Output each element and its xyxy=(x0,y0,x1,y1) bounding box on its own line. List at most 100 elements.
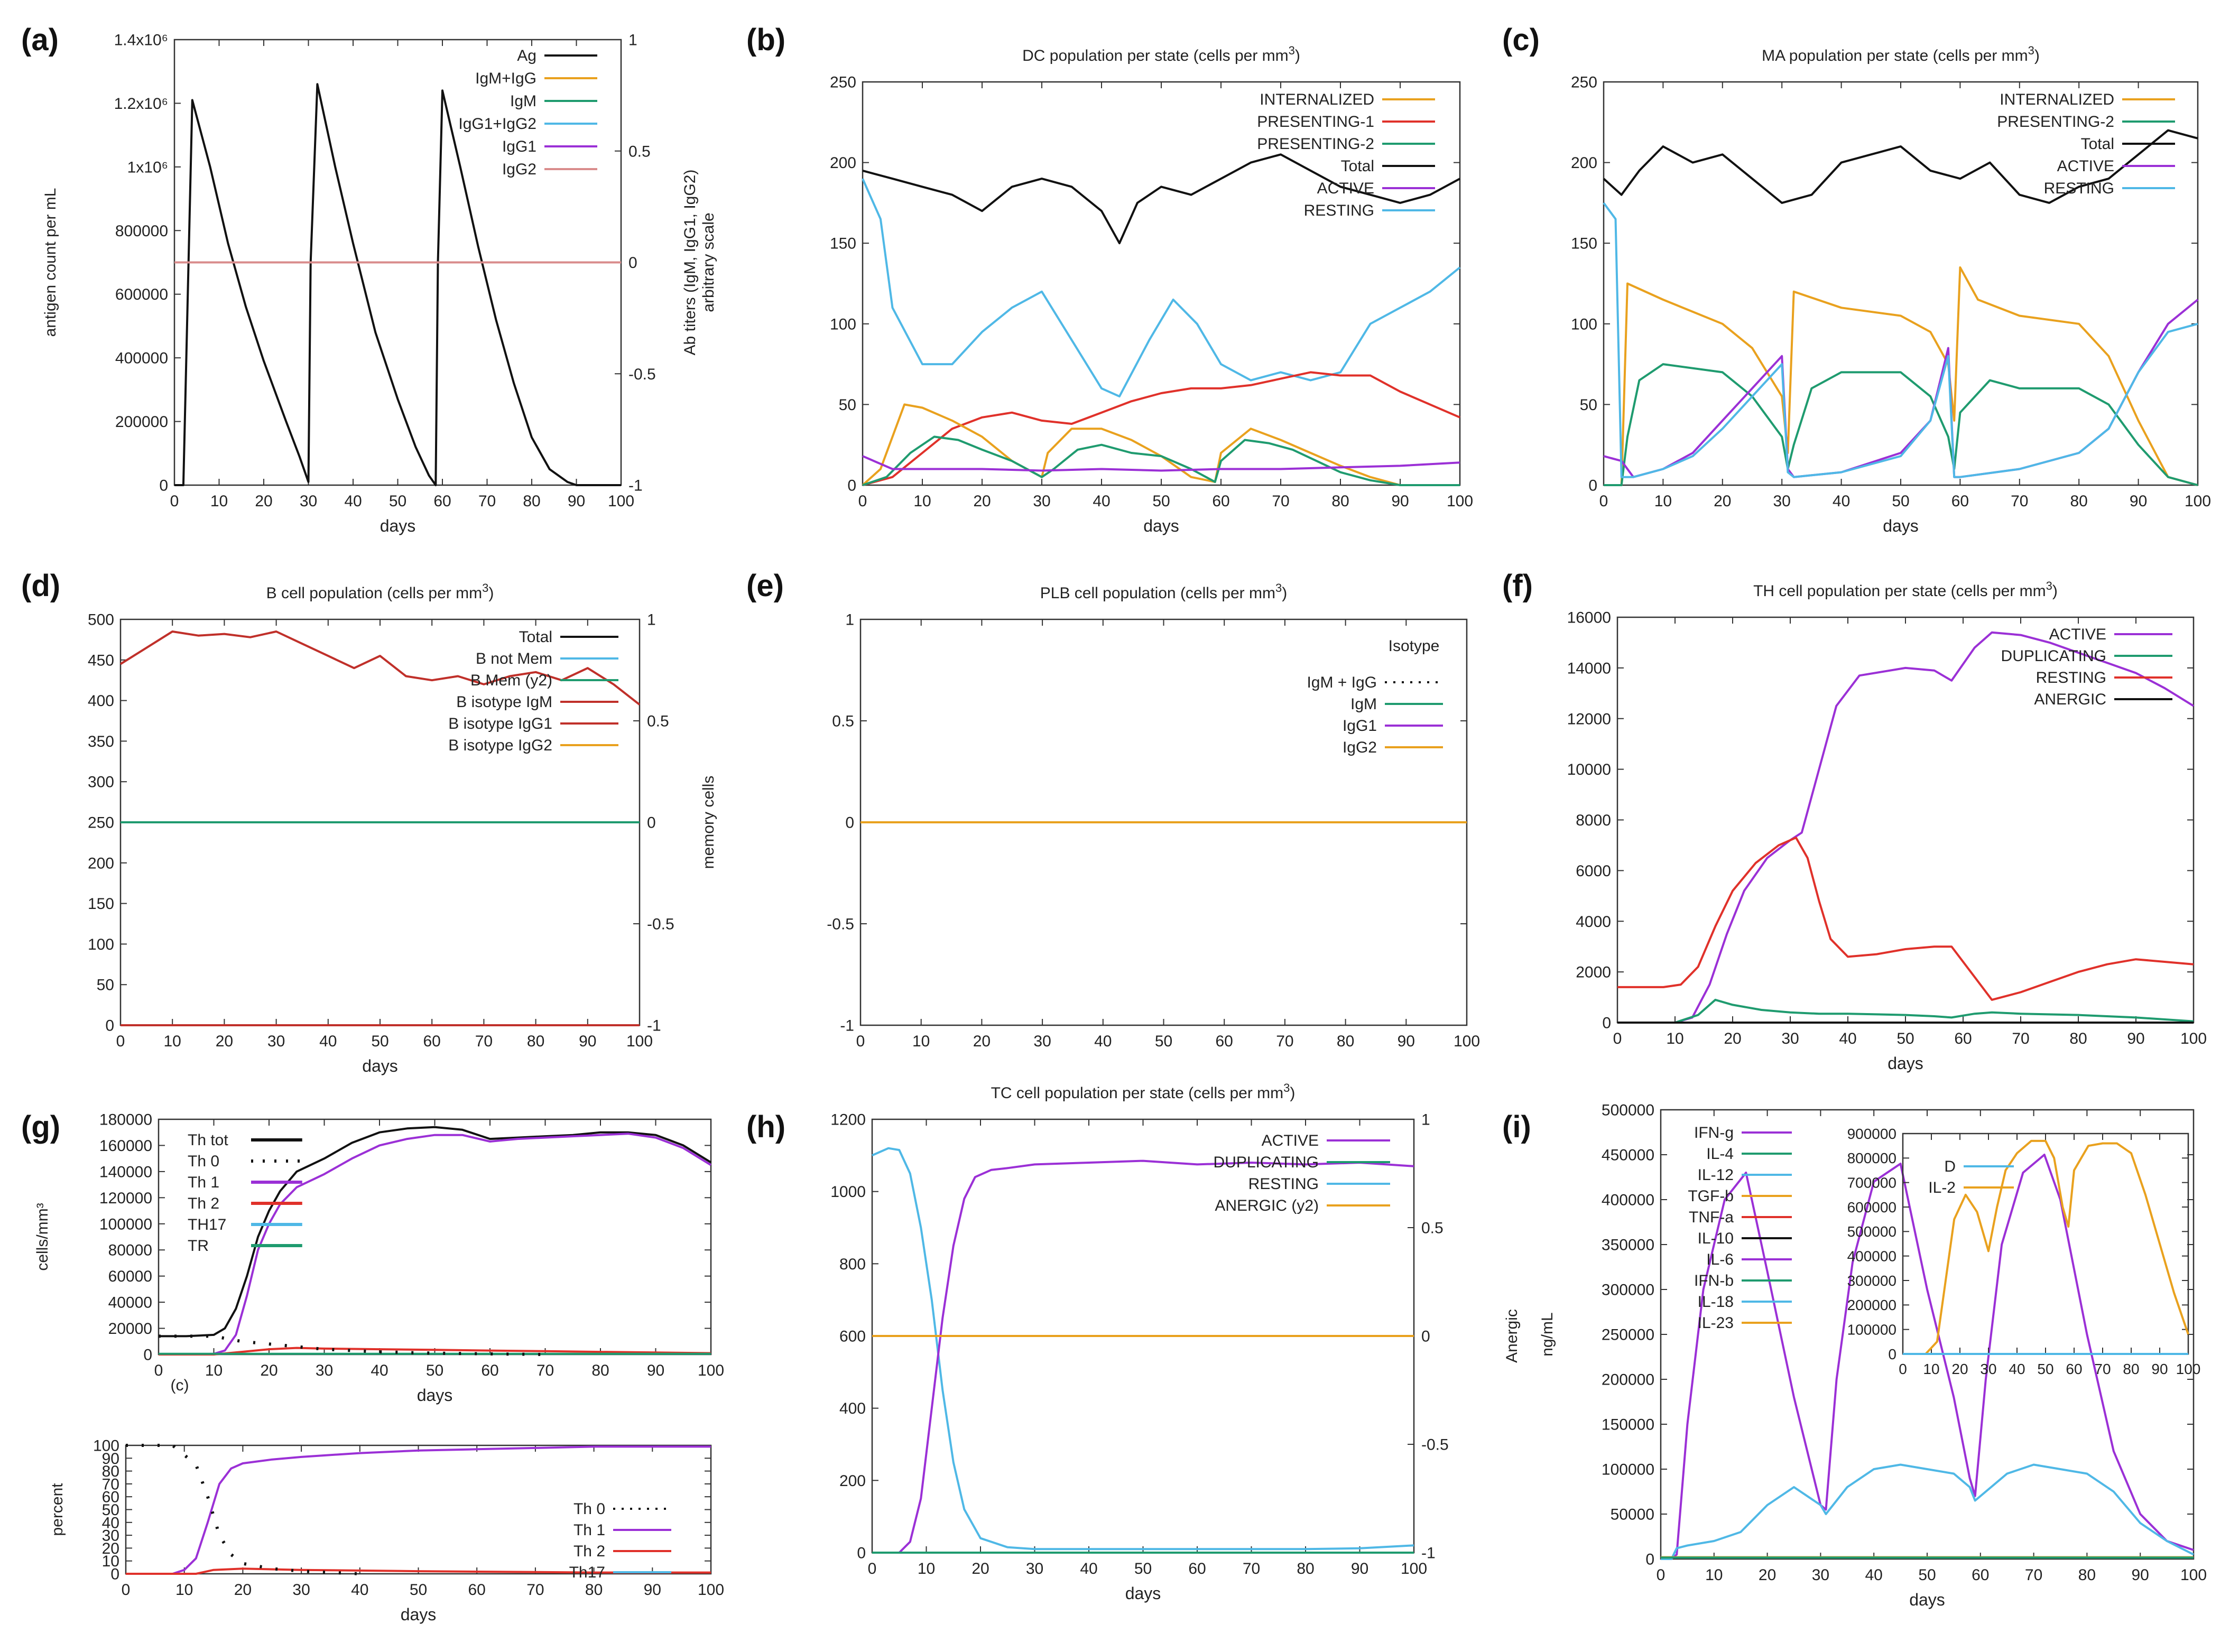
y-tick-label: 100000 xyxy=(99,1215,152,1233)
x-tick-label: 50 xyxy=(1155,1033,1172,1050)
x-tick-label: 30 xyxy=(1980,1361,1996,1377)
panel-label: (g) xyxy=(21,1110,60,1144)
series-il-2 xyxy=(1903,1139,2189,1355)
y2-tick-label: 0.5 xyxy=(628,143,651,160)
x-tick-label: 100 xyxy=(1454,1033,1480,1050)
y-tick-label: 0 xyxy=(1645,1551,1654,1569)
legend-label: ANERGIC (y2) xyxy=(1215,1197,1319,1214)
x-tick-label: 60 xyxy=(481,1362,498,1379)
x-tick-label: 30 xyxy=(1026,1560,1043,1577)
x-tick-label: 40 xyxy=(1080,1560,1097,1577)
y-tick-label: 40000 xyxy=(108,1294,152,1312)
y-tick-label: 30 xyxy=(102,1527,119,1545)
y2-axis-sublabel: arbitrary scale xyxy=(700,212,717,312)
legend-label: IgG1 xyxy=(502,138,536,155)
legend-label: IgM xyxy=(510,92,536,110)
y-tick-label: 400 xyxy=(839,1400,866,1417)
series-resting xyxy=(1617,837,2194,1001)
legend-label: IgG2 xyxy=(1343,739,1377,756)
x-tick-label: 20 xyxy=(973,493,991,510)
series-th-2 xyxy=(159,1347,711,1356)
y2-tick-label: 0 xyxy=(628,254,637,272)
legend-label: IL-12 xyxy=(1698,1166,1734,1184)
legend-label: IFN-b xyxy=(1694,1272,1734,1289)
series-ifn-g xyxy=(1661,1154,2194,1560)
y-tick-label: 60000 xyxy=(108,1268,152,1285)
y-tick-label: 50 xyxy=(839,396,856,414)
y-tick-label: 100 xyxy=(93,1437,119,1455)
y-tick-label: 150 xyxy=(1571,235,1597,253)
x-tick-label: 50 xyxy=(426,1362,443,1379)
y-tick-label: 0 xyxy=(110,1566,119,1583)
legend-label: IL-6 xyxy=(1706,1251,1734,1268)
y-tick-label: 250 xyxy=(1571,74,1597,91)
x-tick-label: 0 xyxy=(856,1033,865,1050)
legend-label: Th 2 xyxy=(573,1543,605,1560)
series-total xyxy=(862,153,1460,245)
y2-tick-label: 0 xyxy=(1421,1328,1430,1345)
legend-label: IL-2 xyxy=(1928,1179,1956,1196)
y-tick-label: 1x10⁶ xyxy=(127,159,168,176)
legend-label: B Mem (y2) xyxy=(470,672,552,689)
x-tick-label: 90 xyxy=(579,1033,596,1050)
y-tick-label: 200000 xyxy=(1602,1371,1654,1389)
y-tick-label: 0 xyxy=(143,1347,152,1364)
x-tick-label: 20 xyxy=(972,1560,989,1577)
legend-label: IgM xyxy=(1350,695,1377,713)
x-tick-label: 90 xyxy=(2132,1566,2149,1584)
chart-g2: 0 10 20 30 40 50 60 70 80 90 100010203040506070809… xyxy=(49,1437,724,1625)
panel-label: (i) xyxy=(1502,1110,1531,1144)
x-tick-label: 60 xyxy=(1216,1033,1233,1050)
x-tick-label: 40 xyxy=(319,1033,337,1050)
y-tick-label: 90 xyxy=(102,1450,119,1468)
y-tick-label: 150 xyxy=(88,895,114,913)
y-tick-label: 450000 xyxy=(1602,1147,1654,1164)
legend-label: INTERNALIZED xyxy=(1260,91,1374,108)
x-axis-label: days xyxy=(362,1056,398,1075)
x-tick-label: 60 xyxy=(1954,1030,1972,1047)
y-tick-label: 100000 xyxy=(1847,1321,1896,1338)
y-tick-label: 160000 xyxy=(99,1137,152,1155)
x-tick-label: 80 xyxy=(1331,493,1349,510)
y-tick-label: 16000 xyxy=(1567,609,1611,627)
x-tick-label: 0 xyxy=(122,1581,131,1599)
x-tick-label: 80 xyxy=(523,493,540,510)
y2-tick-label: 1 xyxy=(647,611,656,629)
x-tick-label: 80 xyxy=(2069,1030,2087,1047)
x-tick-label: 10 xyxy=(175,1581,193,1599)
legend-label: Th 2 xyxy=(188,1195,219,1212)
legend-label: IgM + IgG xyxy=(1307,674,1377,691)
panel-label: (f) xyxy=(1502,569,1533,603)
x-tick-label: 20 xyxy=(1714,493,1731,510)
y-tick-label: 300000 xyxy=(1602,1282,1654,1299)
series-th-tot xyxy=(159,1126,712,1338)
y-tick-label: 40 xyxy=(102,1514,119,1532)
legend-label: IL-18 xyxy=(1698,1293,1734,1311)
chart-title: DC population per state (cells per mm3) xyxy=(1022,44,1300,64)
series-presenting-2 xyxy=(862,435,1460,486)
legend-label: Th tot xyxy=(188,1131,228,1149)
x-tick-label: 0 xyxy=(858,493,867,510)
y-tick-label: 1000 xyxy=(830,1183,866,1201)
legend-label: B isotype IgM xyxy=(456,693,552,711)
y-tick-label: 200 xyxy=(1571,154,1597,172)
chart-c: 0 10 20 30 40 50 60 70 80 90 100 0 50 100 150 200 250 MA … xyxy=(1502,23,2211,535)
x-tick-label: 50 xyxy=(1152,493,1170,510)
x-tick-label: 50 xyxy=(389,493,406,510)
y-tick-label: 300000 xyxy=(1847,1273,1896,1289)
chart-g: 0 10 20 30 40 50 60 70 80 90 100 0 20000 40000 60000 80… xyxy=(21,1110,724,1405)
x-tick-label: 90 xyxy=(647,1362,664,1379)
x-tick-label: 30 xyxy=(1812,1566,1829,1584)
y-axis-label: antigen count per mL xyxy=(42,188,59,337)
legend-label: PRESENTING-2 xyxy=(1997,113,2114,131)
chart-a: 0 10 20 30 40 50 60 70 80 90 100020000040000060000… xyxy=(21,23,717,535)
y-tick-label: 120000 xyxy=(99,1190,152,1207)
y2-tick-label: 0 xyxy=(647,814,656,832)
y-tick-label: 1200 xyxy=(830,1111,866,1129)
legend-label: B isotype IgG1 xyxy=(448,715,552,732)
legend-label: RESTING xyxy=(1304,202,1374,219)
y-tick-label: 200 xyxy=(839,1472,866,1490)
legend-label: TNF-a xyxy=(1689,1209,1734,1226)
series-presenting-2 xyxy=(1604,363,2198,486)
y-tick-label: 400000 xyxy=(115,350,168,367)
